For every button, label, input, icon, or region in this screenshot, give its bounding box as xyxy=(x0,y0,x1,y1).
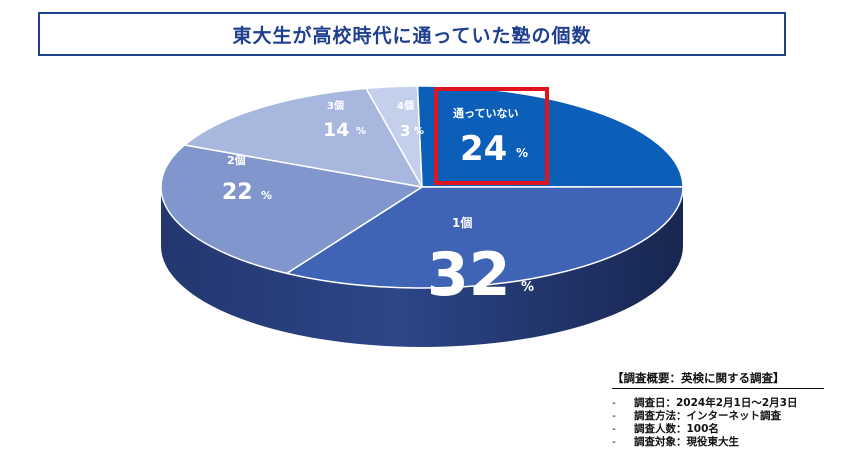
highlight-box xyxy=(434,87,549,185)
pie-slice-2 xyxy=(286,186,684,289)
survey-item-date: 調査日：2024年2月1日〜2月3日 xyxy=(634,397,798,409)
pie-slice-5-unit: % xyxy=(414,126,424,137)
pie-slice-5-value: 3 xyxy=(400,122,410,140)
survey-summary: 【調査概要：英検に関する調査】 - 調査日：2024年2月1日〜2月3日 - 調査方… xyxy=(612,370,832,449)
pie-slice-3 xyxy=(160,144,423,275)
pie-slice-4-unit: % xyxy=(356,126,366,137)
survey-item: - 調査対象：現役東大生 xyxy=(612,436,739,448)
chart-title: 東大生が高校時代に通っていた塾の個数 xyxy=(232,24,592,47)
survey-item: - 調査人数：100名 xyxy=(612,423,719,435)
survey-item-target: 調査対象：現役東大生 xyxy=(634,436,739,448)
survey-divider xyxy=(612,388,824,389)
survey-item: - 調査方法：インターネット調査 xyxy=(612,410,781,422)
pie-side-wall xyxy=(161,187,683,347)
pie-slice-2-label: 1個 xyxy=(452,215,472,230)
pie-slice-1 xyxy=(416,85,684,188)
pie-slice-3-unit: % xyxy=(261,189,272,202)
pie-slice-2-unit: % xyxy=(521,280,534,295)
survey-item: - 調査日：2024年2月1日〜2月3日 xyxy=(612,397,798,409)
pie-slice-1-unit: % xyxy=(516,146,528,160)
survey-heading: 【調査概要：英検に関する調査】 xyxy=(612,371,785,385)
survey-list: - 調査日：2024年2月1日〜2月3日 - 調査方法：インターネット調査 - 調査人… xyxy=(612,397,832,449)
pie-slice-1-label: 通っていない xyxy=(453,107,518,120)
survey-item-method: 調査方法：インターネット調査 xyxy=(634,410,781,422)
pie-slice-3-value: 22 xyxy=(222,180,253,205)
survey-item-count: 調査人数：100名 xyxy=(634,423,719,435)
pie-slice-2-value: 32 xyxy=(427,240,511,310)
chart-title-box: 東大生が高校時代に通っていた塾の個数 xyxy=(38,12,786,56)
pie-slice-5-label: 4個 xyxy=(397,99,414,112)
pie-slice-1-value: 24 xyxy=(460,129,507,169)
pie-slice-4-label: 3個 xyxy=(327,99,344,112)
pie-slice-5 xyxy=(365,85,423,188)
pie-slice-4-value: 14 xyxy=(323,119,349,141)
pie-slice-4 xyxy=(183,87,423,188)
pie-slice-3-label: 2個 xyxy=(227,153,246,167)
